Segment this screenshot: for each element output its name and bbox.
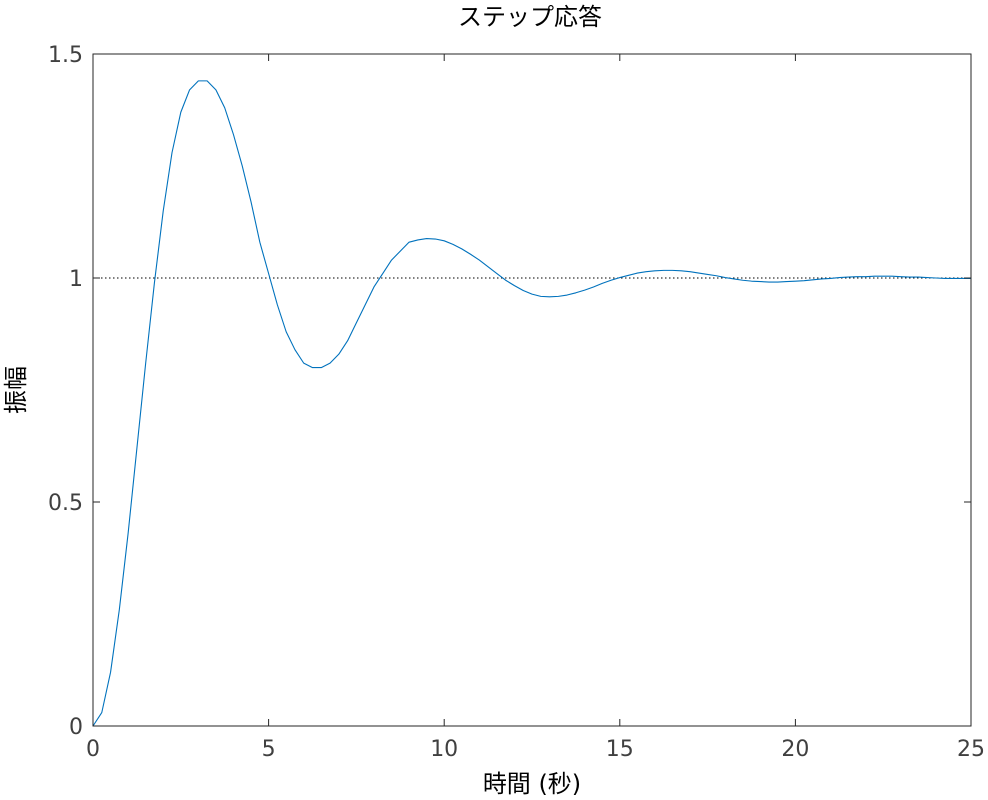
x-tick-label: 5	[262, 737, 276, 762]
y-tick-label: 0.5	[48, 491, 83, 516]
series-layer	[92, 80, 971, 727]
x-tick-label: 15	[606, 737, 634, 762]
y-tick-label: 1.5	[48, 43, 83, 68]
y-axis-label: 振幅	[2, 366, 30, 414]
x-axis-label: 時間 (秒)	[483, 770, 581, 798]
y-tick-label: 1	[69, 267, 83, 292]
y-axis-ticks: 0 0.5 1 1.5	[48, 43, 971, 740]
series-line-0	[92, 80, 971, 727]
x-tick-label: 25	[957, 737, 985, 762]
x-tick-label: 20	[781, 737, 809, 762]
y-tick-label: 0	[69, 715, 83, 740]
chart-title: ステップ応答	[458, 3, 602, 31]
plot-area	[93, 54, 971, 726]
x-axis-ticks: 0 5 10 15 20 25	[86, 54, 985, 762]
x-tick-label: 10	[430, 737, 458, 762]
x-tick-label: 0	[86, 737, 100, 762]
axes-box	[92, 53, 972, 727]
